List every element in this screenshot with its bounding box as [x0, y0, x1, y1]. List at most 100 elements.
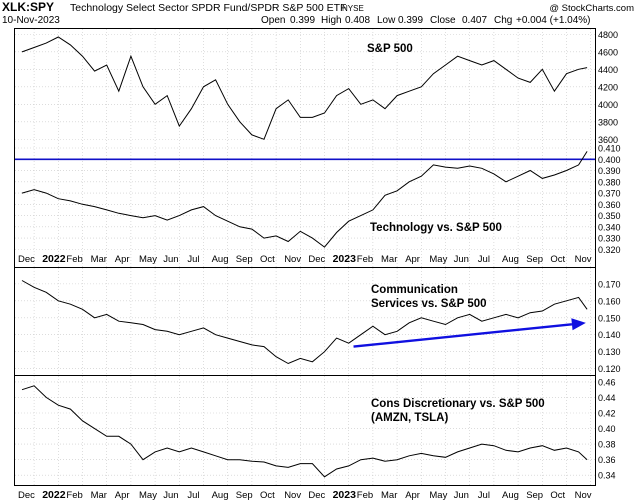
- x-tick-label: Oct: [550, 254, 565, 265]
- y-tick-label: 0.410: [598, 144, 621, 154]
- x-tick-label: Mar: [381, 490, 397, 501]
- x-tick-label: Oct: [260, 254, 275, 265]
- x-tick-label: Feb: [66, 254, 82, 265]
- x-tick-label: Nov: [284, 490, 301, 501]
- y-tick-label: 4800: [598, 30, 618, 40]
- high-label: High: [321, 15, 342, 26]
- symbol-title: XLK:SPY: [2, 0, 54, 14]
- chart-date: 10-Nov-2023: [2, 15, 60, 26]
- y-tick-label: 0.370: [598, 189, 621, 199]
- low-value: 0.399: [398, 15, 423, 26]
- x-tick-label: May: [429, 490, 447, 501]
- y-tick-label: 0.38: [598, 440, 616, 450]
- y-tick-label: 0.400: [598, 155, 621, 165]
- y-tick-label: 0.130: [598, 347, 621, 357]
- cons-annotation-line1: Cons Discretionary vs. S&P 500: [371, 398, 545, 410]
- y-tick-label: 0.46: [598, 377, 616, 387]
- x-tick-label: Feb: [357, 490, 373, 501]
- x-tick-label: Mar: [91, 254, 107, 265]
- panel-frame-cons: [14, 375, 596, 486]
- y-tick-label: 0.330: [598, 234, 621, 244]
- watermark: @ StockCharts.com: [549, 3, 634, 14]
- y-tick-label: 0.350: [598, 211, 621, 221]
- x-tick-label: Mar: [91, 490, 107, 501]
- y-tick-label: 0.170: [598, 279, 621, 289]
- x-tick-label: Oct: [550, 490, 565, 501]
- x-tick-label: Jul: [187, 254, 199, 265]
- chg-value: +0.004 (+1.04%): [516, 15, 591, 26]
- y-tick-label: 0.36: [598, 455, 616, 465]
- low-label: Low: [377, 15, 396, 26]
- comm-annotation-line1: Communication: [371, 284, 458, 296]
- high-value: 0.408: [345, 15, 370, 26]
- y-tick-label: 0.390: [598, 166, 621, 176]
- tech-annotation: Technology vs. S&P 500: [370, 222, 502, 234]
- x-tick-label: Apr: [115, 490, 130, 501]
- x-tick-label: Apr: [405, 254, 420, 265]
- sp500-annotation: S&P 500: [367, 43, 413, 55]
- x-tick-label: Jun: [454, 490, 469, 501]
- y-tick-label: 0.320: [598, 245, 621, 255]
- x-tick-label: Nov: [575, 254, 592, 265]
- y-tick-label: 0.34: [598, 471, 616, 481]
- vertical-gridlines: [33, 29, 592, 485]
- x-tick-label: Mar: [381, 254, 397, 265]
- y-tick-label: 3600: [598, 135, 618, 145]
- comm-gridlines: [15, 283, 595, 369]
- y-tick-label: 0.120: [598, 364, 621, 374]
- x-tick-label: Dec: [308, 254, 325, 265]
- x-tick-label: Jul: [478, 490, 490, 501]
- y-tick-label: 0.44: [598, 393, 616, 403]
- y-tick-label: 4200: [598, 82, 618, 92]
- open-label: Open: [261, 15, 285, 26]
- panel-frame-top: [14, 28, 596, 268]
- comm-y-axis: 0.120 0.130 0.140 0.150 0.160 0.170: [598, 279, 621, 374]
- x-tick-label: Sep: [526, 490, 543, 501]
- x-tick-label: Feb: [66, 490, 82, 501]
- close-value: 0.407: [462, 15, 487, 26]
- x-tick-label: Sep: [236, 490, 253, 501]
- y-tick-label: 4400: [598, 65, 618, 75]
- y-tick-label: 0.360: [598, 200, 621, 210]
- x-tick-label: Feb: [357, 254, 373, 265]
- cons-gridlines: [15, 381, 595, 476]
- cons-y-axis: 0.34 0.36 0.38 0.40 0.42 0.44 0.46: [598, 377, 616, 480]
- x-tick-label: Jul: [187, 490, 199, 501]
- x-tick-label: Dec: [308, 490, 325, 501]
- y-tick-label: 0.340: [598, 222, 621, 232]
- exchange-label: NYSE: [342, 4, 364, 13]
- cons-annotation-line2: (AMZN, TSLA): [371, 412, 448, 424]
- chg-label: Chg: [494, 15, 512, 26]
- x-axis-bottom: Dec 2022 Feb Mar Apr May Jun Jul Aug Sep Oct Nov Dec…: [18, 489, 592, 501]
- sp500-y-axis: 3600 3800 4000 4200 4400 4600 4800: [598, 30, 618, 145]
- x-tick-label: Dec: [18, 254, 35, 265]
- tech-gridlines: [15, 147, 595, 250]
- x-tick-label: Jul: [478, 254, 490, 265]
- x-tick-label: May: [139, 254, 157, 265]
- x-tick-label: Dec: [18, 490, 35, 501]
- x-tick-label: 2023: [333, 253, 357, 265]
- cons-vs-sp500-series-line: [21, 385, 588, 478]
- x-axis-mid: Dec 2022 Feb Mar Apr May Jun Jul Aug Sep Oct Nov Dec…: [18, 253, 592, 265]
- x-tick-label: Apr: [405, 490, 420, 501]
- y-tick-label: 0.160: [598, 296, 621, 306]
- x-tick-label: Nov: [575, 490, 592, 501]
- comm-annotation-line2: Services vs. S&P 500: [371, 298, 487, 310]
- ohlc-readout: Open 0.399 High 0.408 Low 0.399 Close 0.…: [261, 15, 591, 26]
- y-tick-label: 0.42: [598, 409, 616, 419]
- tech-vs-sp500-series-line: [21, 151, 588, 248]
- sp500-gridlines: [15, 34, 595, 140]
- y-tick-label: 0.40: [598, 424, 616, 434]
- y-tick-label: 4000: [598, 100, 618, 110]
- x-tick-label: May: [139, 490, 157, 501]
- comm-vs-sp500-series-line: [21, 280, 588, 365]
- close-label: Close: [430, 15, 456, 26]
- x-tick-label: Sep: [526, 254, 543, 265]
- x-tick-label: Jun: [163, 490, 178, 501]
- trend-arrow-line: [353, 323, 573, 348]
- x-tick-label: Aug: [212, 490, 229, 501]
- x-tick-label: 2022: [42, 253, 66, 265]
- x-tick-label: 2022: [42, 489, 66, 501]
